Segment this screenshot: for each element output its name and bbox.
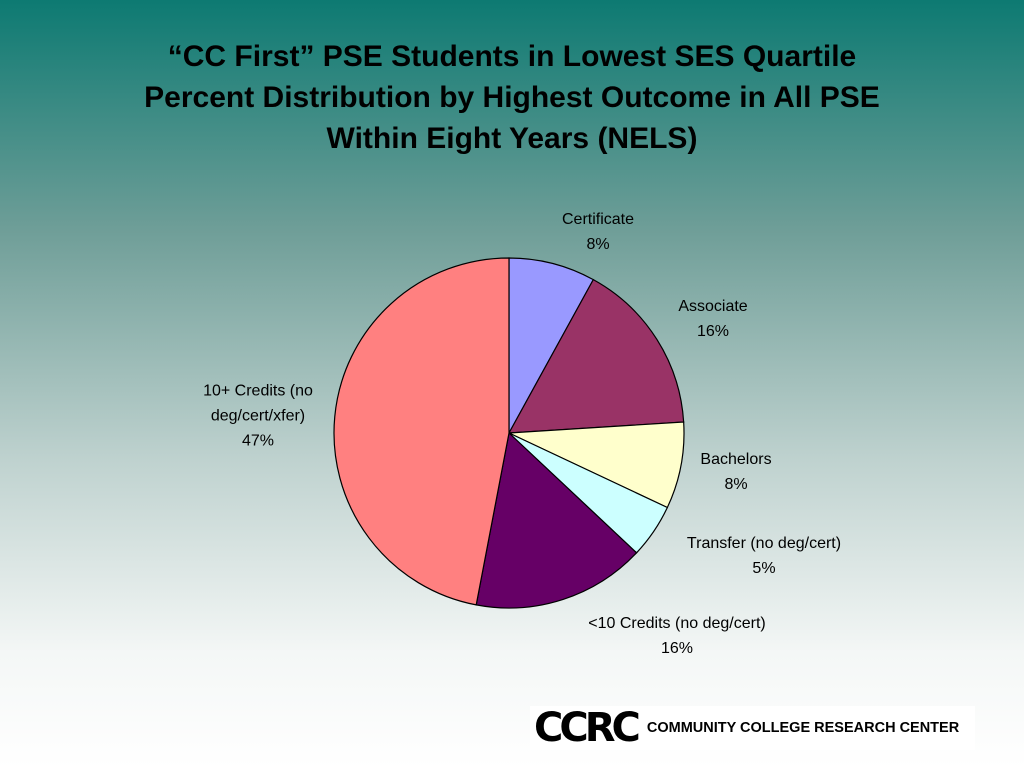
slice-label: <10 Credits (no deg/cert) 16%: [588, 611, 765, 661]
value-label: 5%: [752, 560, 776, 577]
pie-slice: [507, 278, 685, 434]
slice-label: Transfer (no deg/cert) 5%: [687, 531, 841, 581]
slice-label: Bachelors 8%: [700, 447, 771, 497]
slice-label: 10+ Credits (no deg/cert/xfer) 47%: [183, 379, 333, 454]
pie-slice: [333, 257, 510, 606]
logo-name: COMMUNITY COLLEGE RESEARCH CENTER: [646, 720, 960, 736]
category-label: <10 Credits (no deg/cert): [588, 615, 766, 632]
value-label: 47%: [241, 432, 275, 450]
value-label: 8%: [724, 476, 748, 493]
category-label: Transfer (no deg/cert): [686, 535, 842, 552]
title-line: Percent Distribution by Highest Outcome …: [144, 81, 880, 114]
category-label: Bachelors: [700, 451, 772, 468]
pie-slice: [475, 431, 638, 609]
logo: CCRC COMMUNITY COLLEGE RESEARCH CENTER: [530, 705, 975, 751]
title-line: “CC First” PSE Students in Lowest SES Qu…: [167, 40, 857, 73]
value-label: 8%: [586, 236, 610, 253]
category-label: 10+ Credits (no deg/cert/xfer): [203, 382, 313, 425]
value-label: 16%: [660, 640, 694, 657]
title-line: Within Eight Years (NELS): [326, 122, 698, 155]
category-label: Certificate: [561, 211, 635, 228]
chart-title: “CC First” PSE Students in Lowest SES Qu…: [62, 36, 962, 159]
category-label: Associate: [678, 298, 748, 315]
slice-label: Certificate 8%: [562, 207, 634, 257]
value-label: 16%: [696, 323, 730, 340]
logo-mark: CCRC: [534, 705, 641, 751]
slice-label: Associate 16%: [678, 294, 747, 344]
